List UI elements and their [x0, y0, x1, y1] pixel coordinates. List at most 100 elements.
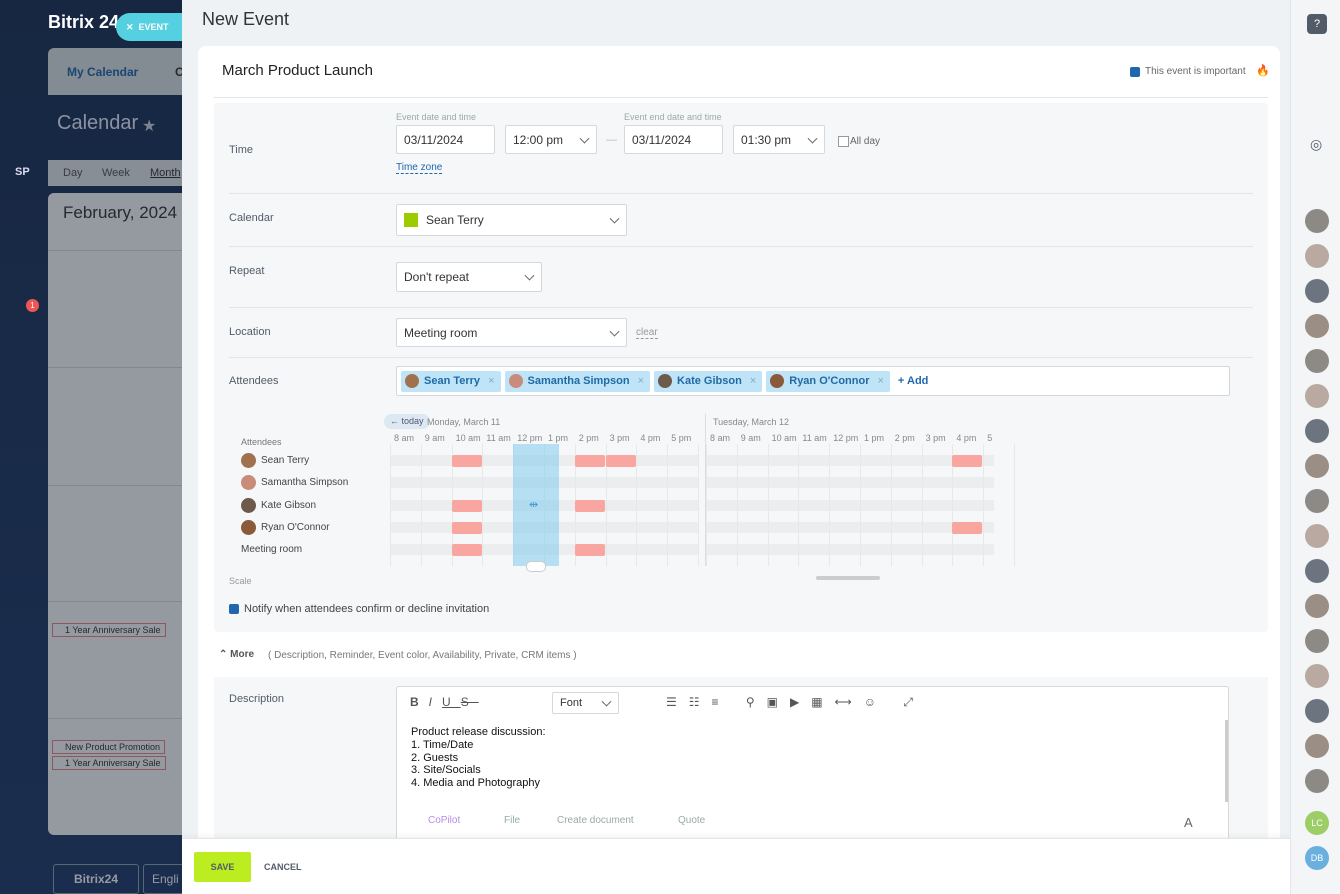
calendar-event[interactable]: 1 Year Anniversary Sale	[52, 623, 166, 637]
divider	[229, 246, 1253, 247]
scrollbar[interactable]	[1225, 720, 1228, 802]
avatar[interactable]	[1305, 489, 1329, 513]
avatar[interactable]	[1305, 559, 1329, 583]
editor-tool[interactable]: Create document	[557, 815, 634, 826]
calendar-event[interactable]: New Product Promotion	[52, 740, 166, 754]
avatar[interactable]	[1305, 664, 1329, 688]
checkbox[interactable]	[1130, 67, 1140, 77]
important-label[interactable]: This event is important	[1145, 66, 1246, 77]
avatar[interactable]: DB	[1305, 846, 1329, 870]
help-icon[interactable]: ?	[1307, 14, 1327, 34]
all-day-label[interactable]: All day	[850, 136, 881, 147]
avatar[interactable]	[1305, 699, 1329, 723]
hour-label: 4 pm	[956, 433, 977, 443]
hour-line	[390, 444, 391, 566]
divider	[214, 97, 1268, 98]
hour-line	[706, 444, 707, 566]
remove[interactable]: ×	[488, 375, 495, 387]
hour-line	[860, 444, 861, 566]
hours-row: 8 am 9 am 10 am 11 am 12 pm 1 pm 2 pm 3 pm 4 pm 5…	[706, 433, 994, 445]
today-button[interactable]: ← today	[384, 414, 430, 429]
editor-tool[interactable]: File	[504, 815, 521, 826]
hour-line	[829, 444, 831, 566]
time-select[interactable]: 12:00 pm	[505, 125, 597, 154]
grid-line	[48, 718, 182, 719]
scrollbar[interactable]	[816, 576, 880, 580]
hour-label: 10 am	[455, 433, 481, 443]
color-swatch	[404, 213, 418, 227]
format-button[interactable]: A	[1184, 815, 1193, 830]
description-line: 2. Guests	[411, 751, 459, 764]
attendees-box[interactable]: Sean Terry × Samantha Simpson × Kate Gibso…	[396, 366, 1230, 396]
avatar[interactable]	[1305, 734, 1329, 758]
busy-slot	[575, 544, 605, 557]
clear-link[interactable]: clear	[636, 327, 658, 339]
avatar[interactable]	[1305, 384, 1329, 408]
field-label: Time	[229, 144, 254, 156]
toolbar-icons: ☰☷≡ ⚲▣▶▦⟷☺ ⤢	[666, 695, 925, 709]
field-label: Description	[229, 693, 285, 705]
notify-label[interactable]: Notify when attendees confirm or decline…	[244, 603, 490, 615]
date-input[interactable]: 03/11/2024	[396, 125, 495, 154]
editor-tool[interactable]: Quote	[678, 815, 706, 826]
drag-handle[interactable]: ⇹	[529, 499, 539, 511]
chip-name: Samantha Simpson	[527, 375, 630, 387]
font-select[interactable]: Font	[552, 692, 619, 714]
event-name[interactable]: March Product Launch	[222, 62, 373, 79]
overlay	[0, 0, 182, 894]
avatar[interactable]	[1305, 314, 1329, 338]
remove[interactable]: ×	[637, 375, 645, 387]
remove[interactable]: ×	[749, 375, 757, 387]
repeat-select[interactable]: Don't repeat	[396, 262, 542, 292]
avatar[interactable]	[1305, 524, 1329, 548]
avatar[interactable]	[1305, 454, 1329, 478]
checkbox[interactable]	[838, 136, 849, 147]
badge: 1	[26, 299, 39, 312]
remove[interactable]: ×	[877, 375, 884, 387]
icons[interactable]: ◎	[1310, 136, 1323, 152]
view[interactable]: Month	[150, 167, 181, 179]
save-button[interactable]: SAVE	[194, 852, 251, 882]
selection[interactable]	[513, 444, 559, 566]
checkbox[interactable]	[229, 604, 239, 614]
page-heading: Calendar	[57, 112, 139, 134]
busy-slot	[452, 455, 482, 467]
avatar[interactable]	[1305, 244, 1329, 268]
tab[interactable]: C	[175, 65, 184, 79]
view[interactable]: Week	[102, 167, 130, 179]
hour-line	[921, 444, 923, 566]
star-icon[interactable]: ★	[142, 118, 157, 135]
view[interactable]: Day	[63, 167, 83, 179]
date-input[interactable]: 03/11/2024	[624, 125, 723, 154]
tab[interactable]: My Calendar	[67, 65, 139, 79]
editor[interactable]	[396, 686, 1229, 846]
cancel-button[interactable]: CANCEL	[264, 862, 302, 872]
avatar[interactable]	[1305, 769, 1329, 793]
avatar[interactable]: LC	[1305, 811, 1329, 835]
calendar-event[interactable]: 1 Year Anniversary Sale	[52, 756, 166, 770]
avatar[interactable]	[1305, 279, 1329, 303]
location-select[interactable]: Meeting room	[396, 318, 627, 347]
add-attendee[interactable]: + Add	[897, 375, 929, 387]
scale-label[interactable]: Scale	[229, 576, 252, 586]
attendee-chip[interactable]: Ryan O'Connor ×	[766, 370, 890, 392]
hour-line	[890, 444, 892, 566]
avatar[interactable]	[1305, 629, 1329, 653]
attendee-chip[interactable]: Samantha Simpson ×	[504, 370, 651, 392]
calendar-select[interactable]: Sean Terry	[396, 204, 627, 236]
hour-label: 12 pm	[517, 433, 543, 443]
collapse[interactable]	[526, 561, 546, 572]
month-title: February, 2024	[63, 203, 178, 222]
avatar[interactable]	[1305, 419, 1329, 443]
attendee-chip[interactable]: Kate Gibson ×	[654, 370, 763, 392]
menu-label[interactable]: SP	[15, 166, 30, 178]
attendee-chip[interactable]: Sean Terry ×	[401, 370, 501, 392]
avatar[interactable]	[1305, 349, 1329, 373]
avatar[interactable]	[1305, 209, 1329, 233]
time-select[interactable]: 01:30 pm	[733, 125, 825, 154]
avatar[interactable]	[1305, 594, 1329, 618]
more-toggle[interactable]: ⌃ More	[219, 649, 255, 660]
editor-tool[interactable]: CoPilot	[428, 815, 461, 826]
value: 03/11/2024	[632, 132, 692, 147]
link[interactable]: Time zone	[396, 162, 443, 174]
